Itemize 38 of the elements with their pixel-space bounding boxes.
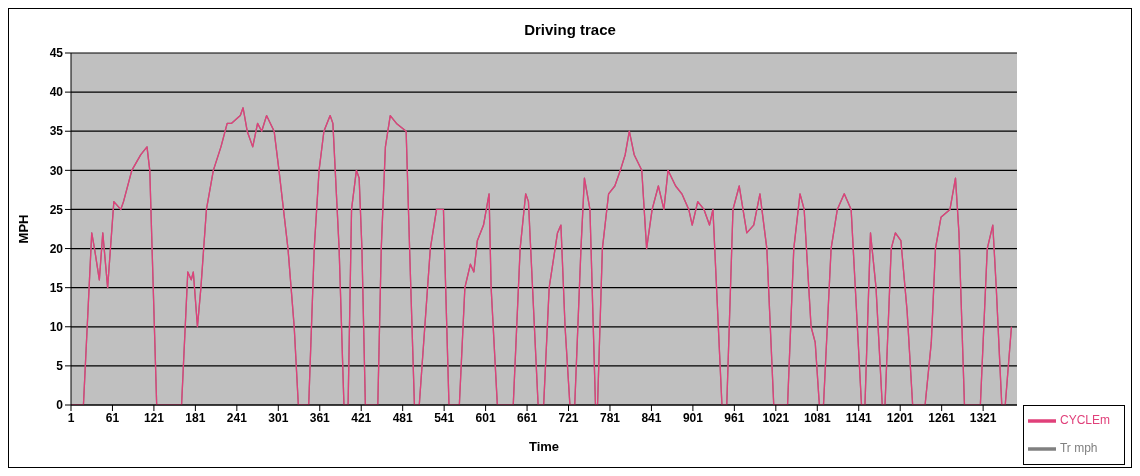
x-tick-label: 1261 <box>928 410 956 425</box>
y-tick-label: 25 <box>49 202 64 217</box>
y-tick-label: 15 <box>49 280 64 295</box>
y-tick-label: 20 <box>49 241 64 256</box>
x-tick-label: 301 <box>268 410 289 425</box>
x-tick-label: 721 <box>558 410 579 425</box>
x-tick-label: 541 <box>434 410 455 425</box>
y-tick-label: 0 <box>56 398 64 413</box>
x-tick-label: 841 <box>641 410 662 425</box>
x-tick-label: 421 <box>351 410 372 425</box>
x-tick-label: 1 <box>67 410 75 425</box>
y-tick-label: 30 <box>49 163 64 178</box>
x-tick-label: 481 <box>392 410 414 425</box>
x-tick-label: 1081 <box>803 410 831 425</box>
x-tick-label: 241 <box>226 410 248 425</box>
x-tick-label: 181 <box>185 410 206 425</box>
x-tick-label: 661 <box>517 410 538 425</box>
x-tick-label: 361 <box>309 410 331 425</box>
x-tick-label: 1321 <box>969 410 997 425</box>
y-tick-label: 40 <box>49 85 64 100</box>
chart-title: Driving trace <box>523 20 617 40</box>
x-tick-label: 1141 <box>845 410 873 425</box>
x-tick-label: 961 <box>724 410 745 425</box>
x-tick-label: 601 <box>475 410 496 425</box>
y-tick-label: 10 <box>49 320 64 335</box>
x-tick-label: 1201 <box>886 410 914 425</box>
x-tick-label: 781 <box>599 410 621 425</box>
y-tick-label: 45 <box>49 46 64 61</box>
x-tick-label: 121 <box>143 410 165 425</box>
x-tick-label: 1021 <box>762 410 790 425</box>
legend-label: CYCLEm <box>1059 413 1110 428</box>
x-axis-title: Time <box>528 439 560 454</box>
x-tick-label: 901 <box>682 410 704 425</box>
x-tick-label: 61 <box>105 410 120 425</box>
legend-label: Tr mph <box>1059 441 1098 456</box>
y-tick-label: 5 <box>56 359 64 374</box>
y-tick-label: 35 <box>49 124 64 139</box>
y-axis-title: MPH <box>15 214 31 244</box>
